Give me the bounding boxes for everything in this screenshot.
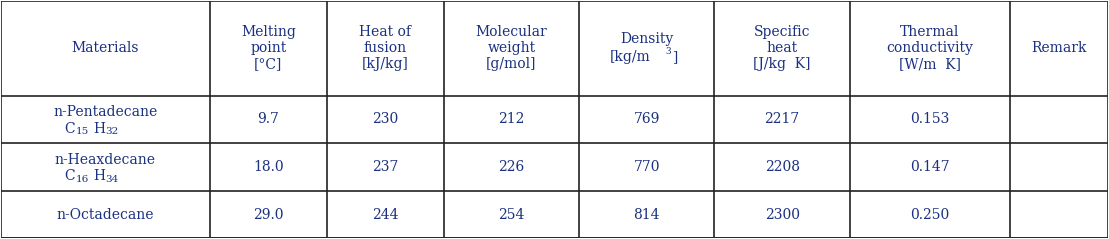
Text: n-Pentadecane: n-Pentadecane: [53, 105, 157, 119]
Text: Molecular
weight
[g/mol]: Molecular weight [g/mol]: [476, 25, 548, 71]
Text: 237: 237: [373, 160, 398, 174]
Text: 244: 244: [372, 207, 398, 222]
Text: 212: 212: [498, 113, 525, 126]
Text: 2208: 2208: [765, 160, 800, 174]
Text: 814: 814: [633, 207, 660, 222]
Text: 226: 226: [498, 160, 525, 174]
Text: 3: 3: [665, 47, 671, 56]
Text: 9.7: 9.7: [257, 113, 279, 126]
Text: 32: 32: [105, 127, 119, 136]
Text: Melting
point
[°C]: Melting point [°C]: [241, 25, 296, 71]
Text: 15: 15: [75, 127, 89, 136]
Text: n-Heaxdecane: n-Heaxdecane: [54, 152, 155, 167]
Text: C: C: [64, 169, 74, 183]
Text: Materials: Materials: [72, 41, 139, 55]
Text: 254: 254: [498, 207, 525, 222]
Text: [kg/m: [kg/m: [610, 50, 650, 64]
Text: 769: 769: [633, 113, 660, 126]
Text: ]: ]: [673, 50, 679, 64]
Text: Density: Density: [620, 32, 673, 46]
Text: H: H: [93, 169, 105, 183]
Text: H: H: [93, 122, 105, 136]
Text: 770: 770: [633, 160, 660, 174]
Text: 2217: 2217: [764, 113, 800, 126]
Text: C: C: [64, 122, 74, 136]
Text: 18.0: 18.0: [253, 160, 284, 174]
Text: n-Octadecane: n-Octadecane: [57, 207, 154, 222]
Text: Thermal
conductivity
[W/m  K]: Thermal conductivity [W/m K]: [886, 25, 974, 71]
Text: 0.153: 0.153: [910, 113, 949, 126]
Text: Remark: Remark: [1031, 41, 1087, 55]
Text: 34: 34: [105, 174, 119, 184]
Text: 16: 16: [75, 174, 89, 184]
Text: Specific
heat
[J/kg  K]: Specific heat [J/kg K]: [753, 25, 811, 71]
Text: 2300: 2300: [765, 207, 800, 222]
Text: 0.250: 0.250: [910, 207, 949, 222]
Text: 29.0: 29.0: [253, 207, 284, 222]
Text: 230: 230: [373, 113, 398, 126]
Text: Heat of
fusion
[kJ/kg]: Heat of fusion [kJ/kg]: [359, 25, 411, 71]
Text: 0.147: 0.147: [910, 160, 949, 174]
